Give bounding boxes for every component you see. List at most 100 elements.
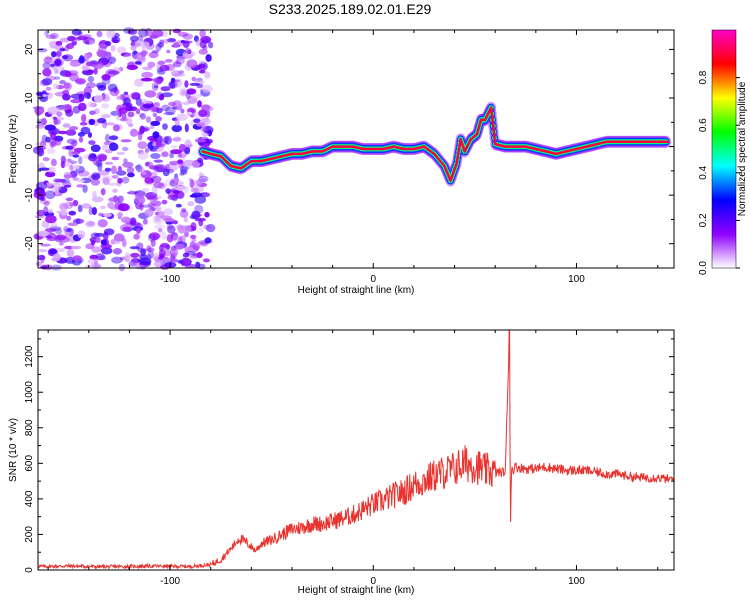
noise-blob <box>197 63 206 69</box>
noise-blob <box>44 171 56 178</box>
noise-blob <box>63 225 68 231</box>
noise-blob <box>161 151 169 158</box>
noise-blob <box>130 252 140 258</box>
noise-blob <box>147 250 155 259</box>
noise-blob <box>153 224 165 230</box>
noise-blob <box>135 227 141 235</box>
noise-blob <box>55 40 63 46</box>
noise-blob <box>67 158 72 163</box>
noise-blob <box>78 156 83 165</box>
noise-blob <box>63 174 73 179</box>
noise-blob <box>166 234 174 243</box>
noise-blob <box>87 132 93 138</box>
noise-blob <box>85 61 94 67</box>
noise-blob <box>112 124 120 132</box>
noise-blob <box>38 249 48 253</box>
noise-blob <box>169 152 175 159</box>
noise-blob <box>147 247 155 252</box>
noise-blob <box>62 123 71 128</box>
noise-blob <box>101 103 110 109</box>
noise-blob <box>102 177 110 185</box>
ridge-peak <box>239 159 253 170</box>
noise-blob <box>150 238 156 247</box>
noise-blob <box>189 194 199 198</box>
ridge-peak <box>280 152 294 158</box>
noise-blob <box>65 129 77 136</box>
noise-blob <box>139 102 145 111</box>
noise-blob <box>161 104 170 112</box>
noise-blob <box>164 178 175 187</box>
noise-blob <box>36 209 46 217</box>
noise-blob <box>45 136 51 143</box>
noise-blob <box>104 161 114 165</box>
noise-blob <box>160 231 168 240</box>
noise-blob <box>190 234 197 239</box>
x-tick-label: -100 <box>160 576 180 587</box>
noise-blob <box>103 51 112 58</box>
noise-blob <box>81 113 87 123</box>
noise-blob <box>176 104 183 111</box>
noise-blob <box>38 190 47 197</box>
noise-blob <box>149 200 156 204</box>
noise-blob <box>161 199 168 205</box>
y-tick-label: 10 <box>24 92 35 104</box>
noise-blob <box>68 210 76 216</box>
noise-blob <box>163 208 174 216</box>
noise-blob <box>120 216 131 224</box>
noise-blob <box>136 248 148 253</box>
noise-blob <box>88 140 96 146</box>
noise-blob <box>191 76 197 82</box>
noise-blob <box>77 170 90 177</box>
noise-blob <box>193 118 201 123</box>
noise-blob <box>180 165 188 174</box>
noise-blob <box>176 186 187 191</box>
noise-blob <box>181 225 192 233</box>
noise-blob <box>178 143 186 152</box>
ridge-peak <box>422 145 436 156</box>
noise-blob <box>195 139 207 143</box>
noise-blob <box>161 92 173 98</box>
noise-blob <box>174 73 186 77</box>
noise-blob <box>54 44 64 51</box>
ridge-peak <box>554 150 568 156</box>
noise-blob <box>184 231 189 238</box>
noise-blob <box>194 204 204 214</box>
noise-blob <box>77 230 86 239</box>
noise-blob <box>35 124 45 129</box>
noise-blob <box>107 182 119 186</box>
noise-blob <box>91 61 100 65</box>
noise-blob <box>63 82 71 89</box>
noise-blob <box>55 65 62 74</box>
noise-blob <box>140 50 147 57</box>
noise-blob <box>205 54 212 62</box>
noise-blob <box>43 201 50 206</box>
noise-blob <box>66 215 72 221</box>
noise-blob <box>47 208 53 214</box>
noise-blob <box>163 112 175 116</box>
noise-blob <box>77 56 86 64</box>
noise-blob <box>191 210 201 220</box>
y-tick-label: -10 <box>24 187 35 202</box>
noise-blob <box>172 234 183 243</box>
noise-blob <box>194 195 207 204</box>
noise-blob <box>95 159 103 168</box>
noise-blob <box>187 144 193 148</box>
noise-blob <box>147 61 156 68</box>
noise-blob <box>103 212 112 218</box>
noise-blob <box>173 42 179 48</box>
noise-blob <box>71 140 78 147</box>
noise-blob <box>75 78 86 85</box>
noise-blob <box>101 114 111 119</box>
noise-blob <box>205 224 216 233</box>
spectrogram-y-label: Frequency (Hz) <box>8 115 19 184</box>
y-tick-label: 800 <box>24 419 35 436</box>
noise-blob <box>111 256 123 264</box>
noise-blob <box>86 82 96 89</box>
noise-blob <box>70 245 82 250</box>
snr-frame <box>37 329 675 571</box>
noise-blob <box>46 225 57 230</box>
noise-blob <box>85 40 90 45</box>
noise-blob <box>190 222 197 231</box>
noise-blob <box>81 65 90 71</box>
